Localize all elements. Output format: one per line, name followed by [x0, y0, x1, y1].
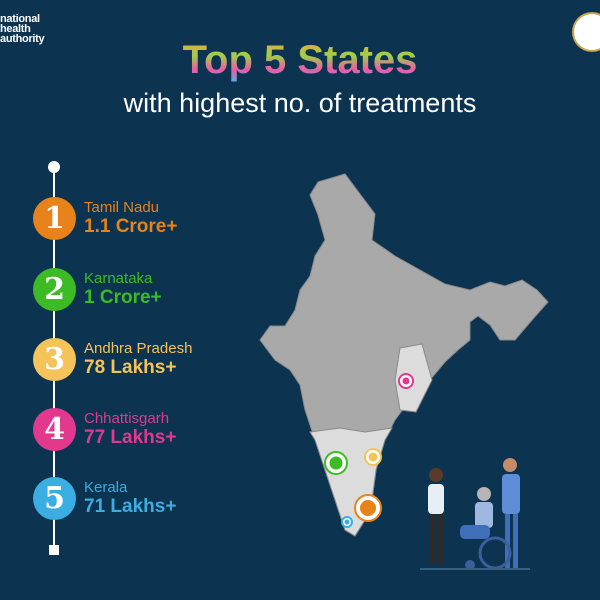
state-value: 77 Lakhs+ [84, 427, 177, 448]
healthcare-people-illustration [420, 458, 530, 570]
rank-badge: 2 [33, 268, 76, 311]
rank-item: 4 Chhattisgarh 77 Lakhs+ [33, 408, 176, 451]
state-value: 1 Crore+ [84, 287, 162, 308]
state-name: Tamil Nadu [84, 199, 160, 216]
rank-item: 2 Karnataka 1 Crore+ [33, 268, 162, 311]
timeline-end-square [49, 545, 59, 555]
rank-badge: 4 [33, 408, 76, 451]
logo-line: health [0, 23, 31, 35]
state-value: 71 Lakhs+ [84, 496, 177, 517]
state-name: Karnataka [84, 270, 153, 287]
state-value: 78 Lakhs+ [84, 357, 177, 378]
state-name: Kerala [84, 479, 128, 496]
rank-item: 3 Andhra Pradesh 78 Lakhs+ [33, 338, 192, 381]
logo-line: national [0, 13, 40, 25]
state-name: Andhra Pradesh [84, 340, 193, 357]
pmjay-seal-logo [572, 12, 600, 52]
nha-logo: national health authority [0, 13, 45, 45]
logo-line: authority [0, 34, 45, 45]
rank-badge: 1 [33, 197, 76, 240]
marker-chhattisgarh [398, 373, 414, 389]
marker-karnataka [324, 451, 348, 475]
page-title: Top 5 States [0, 38, 600, 83]
marker-kerala [341, 516, 353, 528]
chhattisgarh-highlight [394, 343, 433, 413]
rank-item: 1 Tamil Nadu 1.1 Crore+ [33, 197, 177, 240]
rank-badge: 3 [33, 338, 76, 381]
marker-tamil-nadu [354, 494, 382, 522]
state-value: 1.1 Crore+ [84, 216, 178, 237]
rank-badge: 5 [33, 477, 76, 520]
timeline-start-dot [48, 161, 60, 173]
page-subtitle: with highest no. of treatments [123, 88, 477, 118]
marker-andhra-pradesh [364, 448, 382, 466]
state-name: Chhattisgarh [84, 410, 170, 427]
rank-item: 5 Kerala 71 Lakhs+ [33, 477, 176, 520]
